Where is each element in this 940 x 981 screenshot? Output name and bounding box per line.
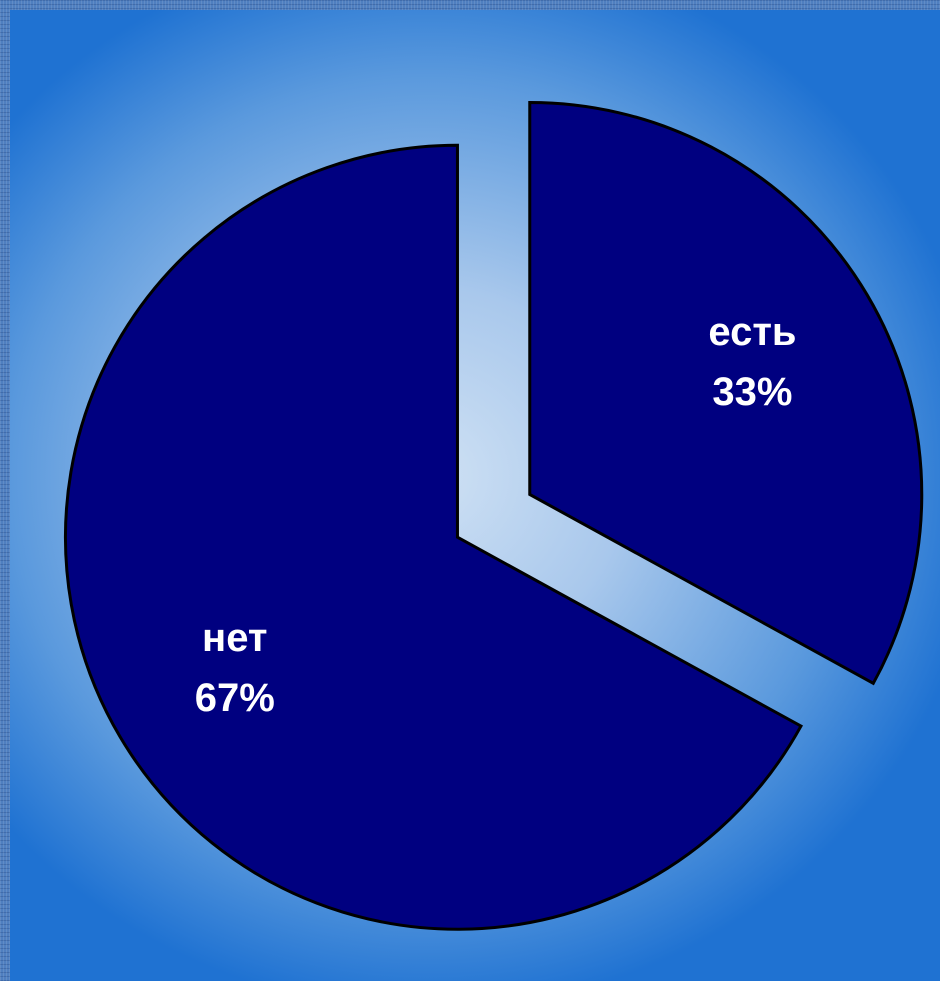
slice-category-label: есть — [708, 310, 796, 354]
pie-slice-est — [528, 100, 924, 686]
slice-percent-label: 33% — [712, 370, 792, 414]
pie-chart: есть 33% нет 67% — [63, 100, 924, 931]
chart-panel: есть 33% нет 67% — [10, 10, 940, 981]
pie-slice-net — [63, 143, 804, 931]
slice-percent-label: 67% — [195, 676, 275, 720]
slice-category-label: нет — [202, 616, 267, 660]
